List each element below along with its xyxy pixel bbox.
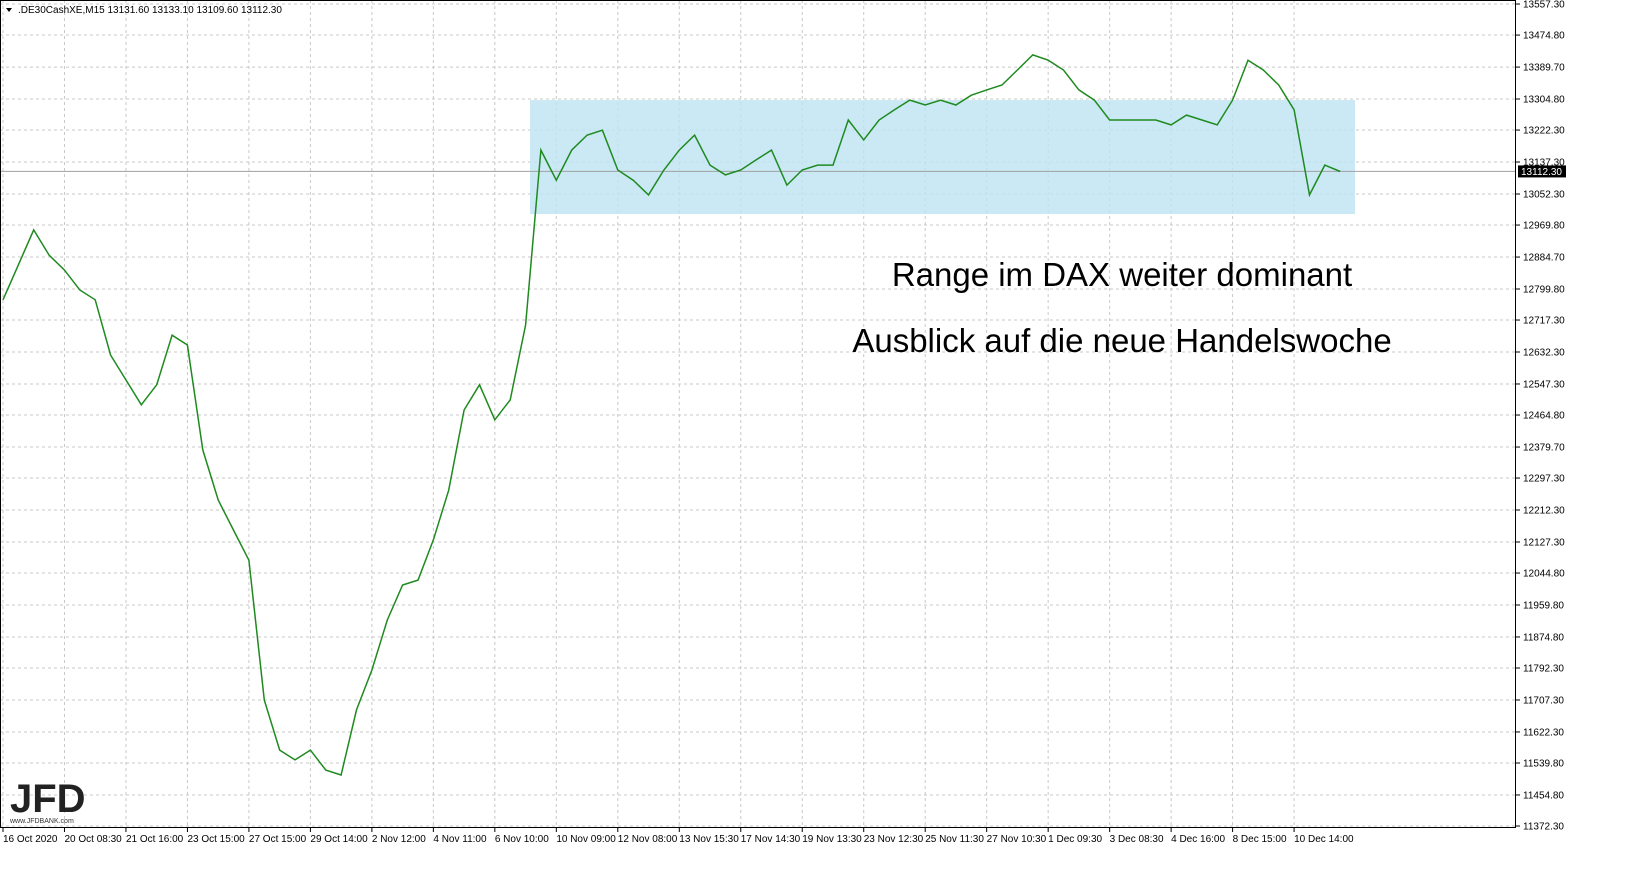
x-tick-label: 25 Nov 11:30 [925, 834, 984, 845]
y-tick-label: 11372.30 [1523, 822, 1564, 833]
plot-frame [0, 0, 1516, 828]
x-tick-label: 23 Oct 15:00 [187, 834, 245, 845]
x-tick-label: 1 Dec 09:30 [1048, 834, 1102, 845]
x-tick-label: 21 Oct 16:00 [126, 834, 184, 845]
y-tick-label: 11707.30 [1523, 695, 1564, 706]
y-tick-label: 12379.70 [1523, 443, 1565, 454]
y-tick-label: 12127.30 [1523, 537, 1565, 548]
y-tick-label: 12632.30 [1523, 348, 1565, 359]
annotation: Ausblick auf die neue Handelswoche [852, 322, 1391, 359]
range-band [530, 100, 1355, 215]
annotation: Range im DAX weiter dominant [892, 256, 1352, 293]
y-tick-label: 13222.30 [1523, 126, 1565, 137]
price-line [2, 54, 1341, 776]
y-tick-label: 13304.80 [1523, 95, 1565, 106]
y-tick-label: 13052.30 [1523, 190, 1565, 201]
series-layer [2, 54, 1341, 776]
x-tick-label: 27 Oct 15:00 [249, 834, 307, 845]
band-layer [0, 100, 1516, 215]
x-tick-label: 6 Nov 10:00 [495, 834, 549, 845]
y-tick-label: 11539.80 [1523, 758, 1564, 769]
x-tick-label: 20 Oct 08:30 [64, 834, 122, 845]
y-tick-label: 12799.80 [1523, 284, 1565, 295]
y-tick-label: 13557.30 [1523, 0, 1565, 11]
y-tick-label: 11874.80 [1523, 632, 1564, 643]
y-tick-label: 13474.80 [1523, 31, 1565, 42]
x-tick-label: 10 Dec 14:00 [1294, 834, 1354, 845]
last-price-label: 13112.30 [1521, 167, 1562, 178]
x-tick-label: 8 Dec 15:00 [1233, 834, 1287, 845]
x-tick-label: 29 Oct 14:00 [310, 834, 368, 845]
logo: JFD [10, 777, 86, 821]
y-tick-label: 12044.80 [1523, 569, 1565, 580]
header: .DE30CashXE,M15 13131.60 13133.10 13109.… [18, 5, 282, 16]
y-tick-label: 11792.30 [1523, 664, 1564, 675]
x-tick-label: 27 Nov 10:30 [987, 834, 1047, 845]
grid [0, 0, 1516, 828]
y-tick-label: 12969.80 [1523, 221, 1565, 232]
x-tick-label: 13 Nov 15:30 [679, 834, 739, 845]
y-tick-label: 11454.80 [1523, 790, 1564, 801]
x-tick-label: 12 Nov 08:00 [618, 834, 678, 845]
x-tick-label: 23 Nov 12:30 [864, 834, 924, 845]
y-tick-label: 12212.30 [1523, 506, 1565, 517]
y-tick-label: 11959.80 [1523, 600, 1564, 611]
x-tick-label: 2 Nov 12:00 [372, 834, 426, 845]
y-tick-label: 12884.70 [1523, 253, 1565, 264]
y-tick-label: 13389.70 [1523, 63, 1565, 74]
y-tick-label: 11622.30 [1523, 727, 1564, 738]
x-tick-label: 4 Nov 11:00 [433, 834, 487, 845]
last-price-box [1518, 165, 1566, 178]
logo-url: www.JFDBANK.com [9, 818, 74, 825]
x-tick-label: 4 Dec 16:00 [1171, 834, 1225, 845]
x-tick-label: 19 Nov 13:30 [802, 834, 862, 845]
dropdown-icon [6, 8, 12, 12]
x-tick-label: 10 Nov 09:00 [556, 834, 616, 845]
x-tick-label: 16 Oct 2020 [3, 834, 58, 845]
y-tick-label: 13137.30 [1523, 158, 1565, 169]
y-tick-label: 12297.30 [1523, 474, 1565, 485]
y-tick-label: 12464.80 [1523, 411, 1565, 422]
y-tick-label: 12717.30 [1523, 316, 1565, 327]
y-tick-label: 12547.30 [1523, 379, 1565, 390]
x-tick-label: 17 Nov 14:30 [741, 834, 801, 845]
x-tick-label: 3 Dec 08:30 [1110, 834, 1164, 845]
